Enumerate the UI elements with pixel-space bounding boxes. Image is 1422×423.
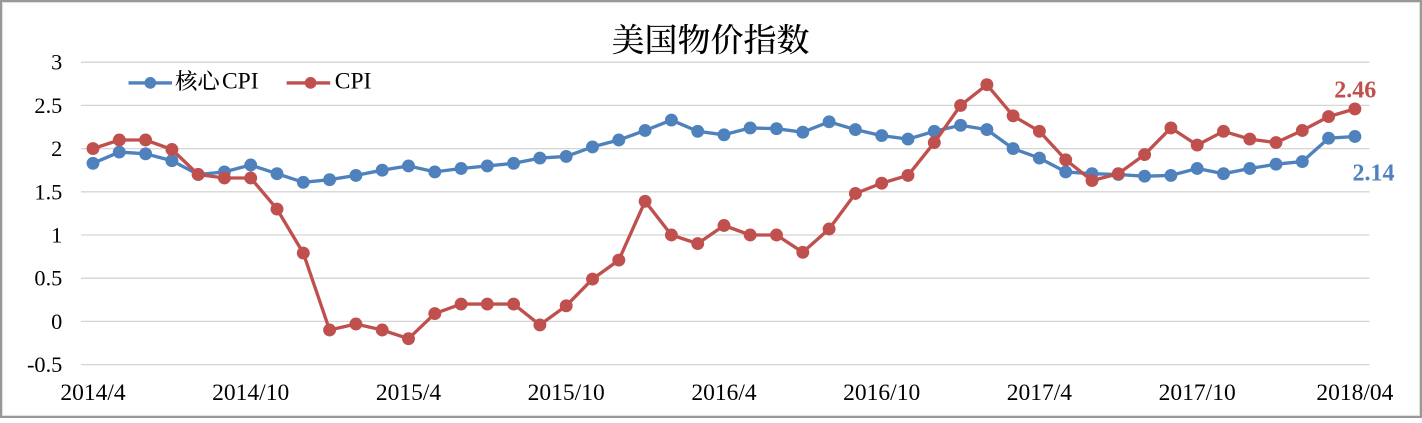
svg-text:0: 0: [51, 309, 62, 334]
svg-text:2014/10: 2014/10: [212, 380, 289, 406]
svg-text:2015/10: 2015/10: [528, 380, 605, 406]
svg-text:3: 3: [51, 50, 62, 75]
svg-text:-0.5: -0.5: [27, 352, 62, 377]
svg-text:2016/10: 2016/10: [843, 380, 920, 406]
svg-text:1: 1: [51, 223, 62, 248]
svg-text:CPI: CPI: [222, 68, 259, 94]
svg-text:2017/10: 2017/10: [1159, 380, 1236, 406]
svg-text:2.14: 2.14: [1353, 160, 1395, 186]
svg-text:0.5: 0.5: [34, 266, 62, 291]
svg-text:2.46: 2.46: [1334, 77, 1376, 103]
svg-text:2017/4: 2017/4: [1007, 380, 1073, 406]
svg-text:CPI: CPI: [335, 68, 372, 94]
svg-text:2016/4: 2016/4: [691, 380, 757, 406]
svg-text:2015/4: 2015/4: [376, 380, 442, 406]
svg-text:2014/4: 2014/4: [60, 380, 126, 406]
svg-text:2.5: 2.5: [34, 93, 62, 118]
svg-text:2: 2: [51, 136, 62, 161]
svg-text:2018/04: 2018/04: [1316, 380, 1393, 406]
svg-text:1.5: 1.5: [34, 179, 62, 204]
